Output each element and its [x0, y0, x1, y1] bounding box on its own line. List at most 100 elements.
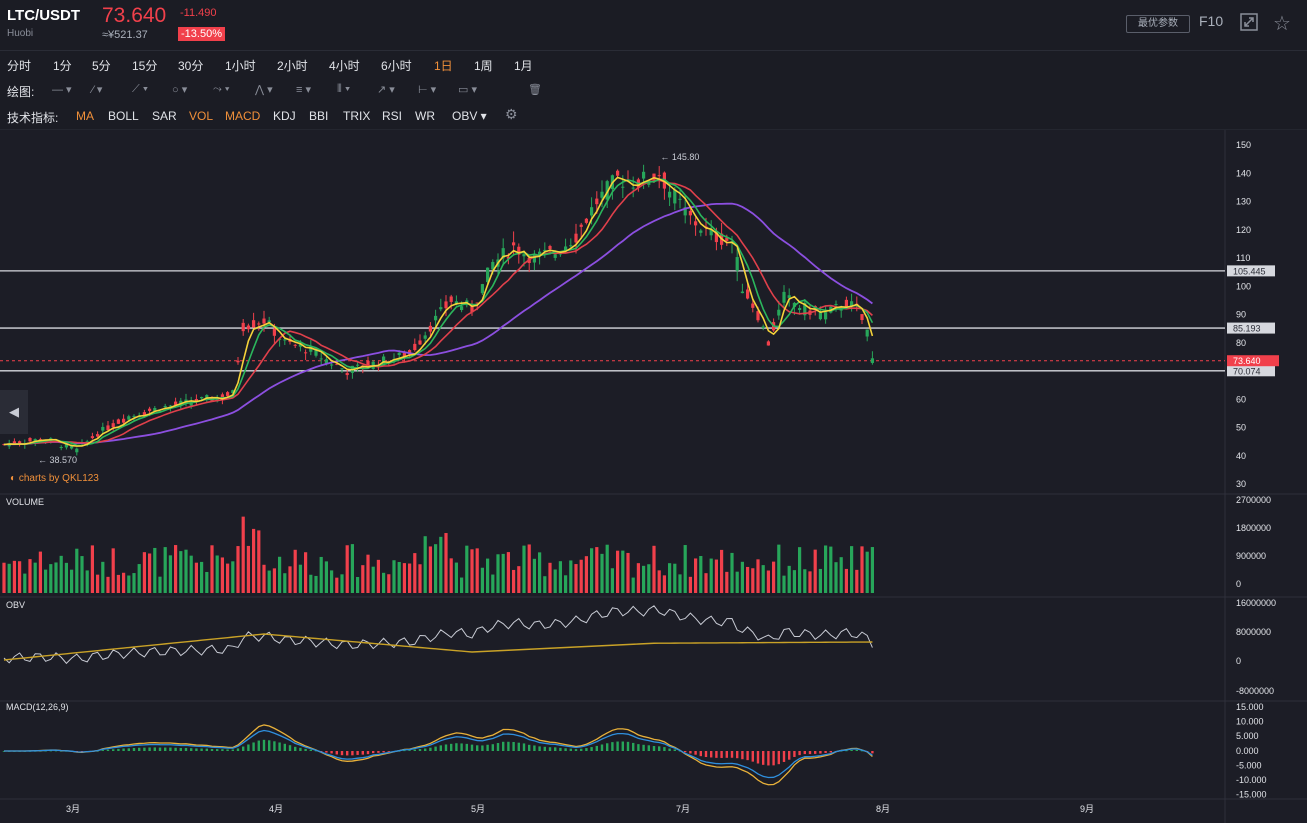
candle-body	[122, 418, 126, 423]
macd-hist-bar	[148, 747, 151, 751]
volume-bar	[538, 552, 542, 593]
macd-hist-bar	[626, 741, 630, 751]
period-10[interactable]: 1周	[474, 59, 493, 73]
candle-body	[226, 392, 230, 396]
indicator-wr[interactable]: WR	[415, 109, 435, 123]
period-11[interactable]: 1月	[514, 59, 533, 73]
volume-bar	[200, 561, 204, 593]
volume-bar	[636, 563, 640, 593]
candle-body	[553, 254, 557, 258]
macd-hist-bar	[158, 747, 162, 751]
level-tool-icon[interactable]: ≡ ▾	[296, 84, 311, 96]
volume-bar	[803, 569, 807, 593]
period-0[interactable]: 分时	[7, 59, 32, 73]
volume-bar	[558, 561, 562, 593]
macd-hist-bar	[642, 744, 645, 751]
volume-bar	[397, 561, 401, 593]
obv-line	[3, 605, 873, 665]
gear-icon[interactable]: ⚙	[505, 106, 518, 122]
indicator-toolbar: 技术指标: MA BOLL SAR VOL MACD KDJ BBI TRIX RSI WR OBV…	[0, 103, 1307, 130]
volume-bar	[413, 553, 417, 593]
price-tick-label: 100	[1236, 281, 1251, 291]
candle-body	[70, 446, 74, 449]
collapse-left-button[interactable]: ◀	[0, 390, 28, 434]
volume-bar	[787, 565, 791, 593]
macd-hist-bar	[200, 748, 203, 751]
candle-body	[532, 253, 536, 263]
indicator-ma[interactable]: MA	[76, 109, 94, 123]
macd-hist-bar	[247, 744, 250, 751]
macd-dea-line	[4, 729, 873, 779]
volume-bar	[470, 549, 474, 593]
candle-body	[522, 254, 526, 257]
volume-bar	[231, 561, 235, 593]
best-params-button[interactable]: 最优参数	[1126, 15, 1190, 33]
macd-hist-bar	[330, 751, 333, 754]
period-9[interactable]: 1日	[434, 59, 453, 73]
volume-bar	[283, 573, 287, 593]
fullscreen-icon[interactable]	[1240, 13, 1258, 31]
macd-hist-bar	[299, 747, 302, 751]
candle-body	[792, 302, 796, 307]
path-tool-icon[interactable]: ⤳ ▾	[213, 83, 230, 95]
f10-button[interactable]: F10	[1199, 13, 1224, 29]
shape-tool-icon[interactable]: ○ ▾	[172, 84, 188, 96]
volume-bar	[501, 553, 505, 593]
volume-bar	[642, 565, 646, 593]
candle-body	[548, 246, 552, 250]
candle-body	[356, 364, 360, 366]
chart-canvas[interactable]: 15014013012011010090807060504030105.4458…	[0, 130, 1307, 823]
macd-hist-bar	[829, 751, 832, 753]
line-tool-icon[interactable]: — ▾	[52, 84, 72, 96]
macd-hist-bar	[455, 743, 458, 751]
volume-bar	[168, 555, 172, 593]
indicator-vol[interactable]: VOL	[189, 109, 214, 123]
measure-tool-icon[interactable]: ⊢ ▾	[418, 84, 437, 96]
volume-bar	[90, 545, 94, 593]
volume-bar	[116, 574, 120, 593]
macd-hist-bar	[710, 751, 713, 758]
arrow-tool-icon[interactable]: ↗ ▾	[377, 84, 395, 96]
pattern-tool-icon[interactable]: ⋀ ▾	[255, 84, 273, 96]
date-tick-label: 8月	[876, 804, 890, 814]
indicator-boll[interactable]: BOLL	[108, 109, 139, 123]
indicator-kdj[interactable]: KDJ	[273, 109, 296, 123]
star-icon[interactable]: ☆	[1273, 13, 1291, 35]
volume-bar	[709, 558, 713, 593]
channel-tool-icon[interactable]: ⦀ ▾	[337, 83, 351, 95]
macd-hist-bar	[184, 747, 188, 751]
candle-body	[298, 344, 302, 347]
trash-icon[interactable]: 🗑	[528, 84, 542, 96]
macd-hist-bar	[616, 741, 619, 751]
macd-hist-bar	[127, 748, 130, 751]
macd-hist-bar	[122, 748, 125, 751]
volume-bar	[298, 564, 302, 593]
indicator-macd[interactable]: MACD	[225, 109, 261, 123]
period-5[interactable]: 1小时	[225, 59, 256, 73]
macd-hist-bar	[590, 747, 593, 751]
pen-tool-icon[interactable]: ⁄ ▾	[92, 84, 103, 96]
draw-label: 绘图:	[7, 85, 35, 99]
volume-bar	[860, 546, 864, 593]
indicator-sar[interactable]: SAR	[152, 109, 177, 123]
period-6[interactable]: 2小时	[277, 59, 308, 73]
comment-tool-icon[interactable]: ▭ ▾	[458, 84, 477, 96]
last-price: 73.640	[102, 4, 167, 27]
volume-bar	[418, 564, 422, 593]
indicator-obv[interactable]: OBV ▾	[452, 109, 487, 123]
indicator-trix[interactable]: TRIX	[343, 109, 371, 123]
indicator-rsi[interactable]: RSI	[382, 109, 403, 123]
period-8[interactable]: 6小时	[381, 59, 412, 73]
volume-bar	[699, 556, 703, 593]
period-7[interactable]: 4小时	[329, 59, 360, 73]
volume-bar	[345, 545, 349, 593]
period-3[interactable]: 15分	[132, 59, 158, 73]
period-1[interactable]: 1分	[53, 59, 72, 73]
period-2[interactable]: 5分	[92, 59, 111, 73]
macd-hist-bar	[444, 744, 448, 751]
macd-hist-bar	[325, 751, 328, 753]
indicator-bbi[interactable]: BBI	[309, 109, 329, 123]
fib-tool-icon[interactable]: ⟋ ▾	[132, 83, 149, 95]
period-4[interactable]: 30分	[178, 59, 204, 73]
macd-hist-bar	[720, 751, 723, 758]
